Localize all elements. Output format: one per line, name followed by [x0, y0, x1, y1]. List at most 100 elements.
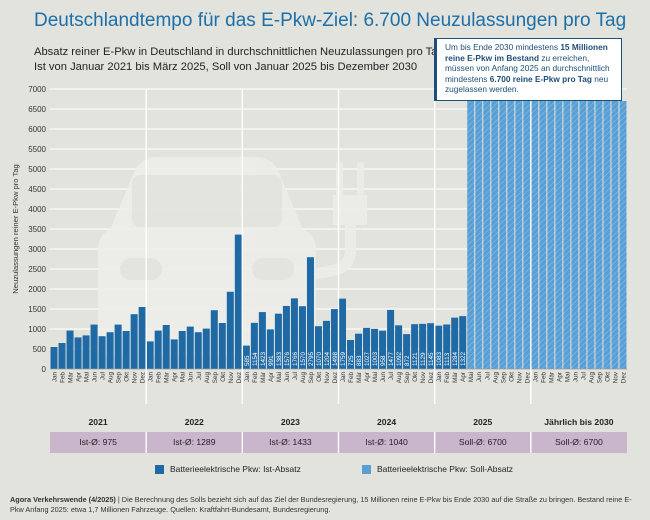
- x-tick-label: Jul: [196, 372, 203, 380]
- year-average-label: Soll-Ø: 6700: [459, 437, 507, 447]
- bar-ist: [178, 331, 186, 369]
- year-label: 2022: [185, 417, 204, 427]
- year-average-label: Ist-Ø: 1040: [365, 437, 408, 447]
- y-tick-label: 4000: [28, 205, 46, 214]
- bar-soll: [571, 101, 579, 369]
- bar-soll: [507, 101, 515, 369]
- legend-ist-label: Batterieelektrische Pkw: Ist-Absatz: [170, 464, 301, 474]
- x-tick-label: Nov: [420, 371, 427, 383]
- x-tick-label: Apr: [460, 372, 467, 382]
- y-tick-label: 500: [33, 345, 47, 354]
- bar-ist: [306, 257, 314, 369]
- x-tick-label: Jun: [572, 372, 579, 383]
- bar-value-label: 1477: [388, 351, 395, 366]
- bar-soll: [499, 101, 507, 369]
- bar-value-label: 1766: [292, 351, 299, 366]
- bar-ist: [202, 328, 210, 369]
- bar-soll: [555, 101, 563, 369]
- bar-value-label: 1092: [396, 351, 403, 366]
- x-tick-label: Jan: [532, 372, 539, 383]
- x-tick-label: Okt: [604, 372, 611, 382]
- bar-soll: [563, 101, 571, 369]
- x-tick-label: Jun: [284, 372, 291, 383]
- y-tick-label: 5000: [28, 165, 46, 174]
- footer-source: Agora Verkehrswende (4/2025) | Die Berec…: [10, 495, 640, 514]
- car-headlight-left: [120, 258, 162, 280]
- year-label: 2025: [473, 417, 492, 427]
- x-tick-label: Jan: [436, 372, 443, 383]
- x-tick-label: Jun: [92, 372, 99, 383]
- bar-value-label: 883: [356, 355, 363, 366]
- bar-value-label: 1083: [436, 351, 443, 366]
- x-tick-label: Feb: [540, 372, 547, 383]
- footer-text: | Die Berechnung des Solls bezieht sich …: [10, 495, 632, 514]
- y-tick-label: 5500: [28, 145, 46, 154]
- x-tick-label: Sep: [116, 372, 123, 384]
- x-tick-label: Mai: [276, 372, 283, 382]
- bar-ist: [154, 330, 162, 369]
- bar-ist: [411, 324, 419, 369]
- x-tick-label: Apr: [76, 372, 83, 382]
- bar-ist: [266, 329, 274, 369]
- bar-value-label: 2795: [308, 351, 315, 366]
- x-tick-label: Jul: [100, 372, 107, 380]
- bar-value-label: 1070: [316, 351, 323, 366]
- y-tick-label: 4500: [28, 185, 46, 194]
- y-tick-label: 2000: [28, 285, 46, 294]
- x-tick-label: Okt: [316, 372, 323, 382]
- x-tick-label: Nov: [324, 371, 331, 383]
- bar-ist: [218, 323, 226, 369]
- year-average-label: Ist-Ø: 1289: [173, 437, 216, 447]
- x-tick-label: Jun: [380, 372, 387, 383]
- bar-ist: [363, 327, 371, 369]
- x-tick-label: Mär: [548, 372, 555, 383]
- y-tick-label: 0: [42, 365, 47, 374]
- bar-ist: [106, 332, 114, 369]
- year-average-label: Ist-Ø: 1433: [269, 437, 312, 447]
- x-tick-label: Mär: [452, 372, 459, 383]
- bar-ist: [282, 305, 290, 369]
- bar-value-label: 585: [244, 355, 251, 366]
- x-tick-label: Nov: [516, 371, 523, 383]
- x-tick-label: Feb: [156, 372, 163, 383]
- bar-ist: [138, 307, 146, 369]
- x-tick-label: Mai: [468, 372, 475, 382]
- x-tick-label: Apr: [268, 372, 275, 382]
- bar-soll: [515, 101, 523, 369]
- bar-value-label: 1498: [332, 351, 339, 366]
- bar-ist: [355, 333, 363, 369]
- x-tick-label: Jan: [148, 372, 155, 383]
- bar-soll: [547, 101, 555, 369]
- bar-ist: [114, 324, 122, 369]
- bar-ist: [427, 323, 435, 369]
- bar-ist: [387, 309, 395, 369]
- bar-value-label: 1113: [444, 352, 451, 366]
- x-tick-label: Mai: [84, 372, 91, 382]
- bar-ist: [347, 340, 355, 369]
- bar-ist: [403, 334, 411, 369]
- x-tick-label: Aug: [300, 372, 307, 384]
- footer-source-bold: Agora Verkehrswende (4/2025): [10, 495, 116, 504]
- bar-ist: [258, 312, 266, 369]
- x-tick-label: Okt: [412, 372, 419, 382]
- x-tick-label: Nov: [612, 371, 619, 383]
- bar-value-label: 1129: [420, 352, 427, 366]
- x-tick-label: Nov: [132, 371, 139, 383]
- bar-value-label: 1121: [412, 352, 419, 366]
- bar-ist: [459, 316, 467, 369]
- bar-ist: [314, 326, 322, 369]
- bar-ist: [451, 317, 459, 369]
- legend-ist-swatch: [155, 464, 164, 474]
- x-tick-label: Jun: [476, 372, 483, 383]
- bar-ist: [194, 332, 202, 369]
- bar-value-label: 1284: [452, 351, 459, 366]
- bar-ist: [242, 345, 250, 369]
- bar-ist: [130, 314, 138, 369]
- bar-ist: [419, 323, 427, 369]
- bar-ist: [90, 324, 98, 369]
- bar-value-label: 1204: [324, 351, 331, 366]
- bar-ist: [435, 325, 443, 369]
- bar-value-label: 991: [268, 355, 275, 366]
- bar-value-label: 1003: [372, 351, 379, 366]
- bar-value-label: 1570: [300, 351, 307, 366]
